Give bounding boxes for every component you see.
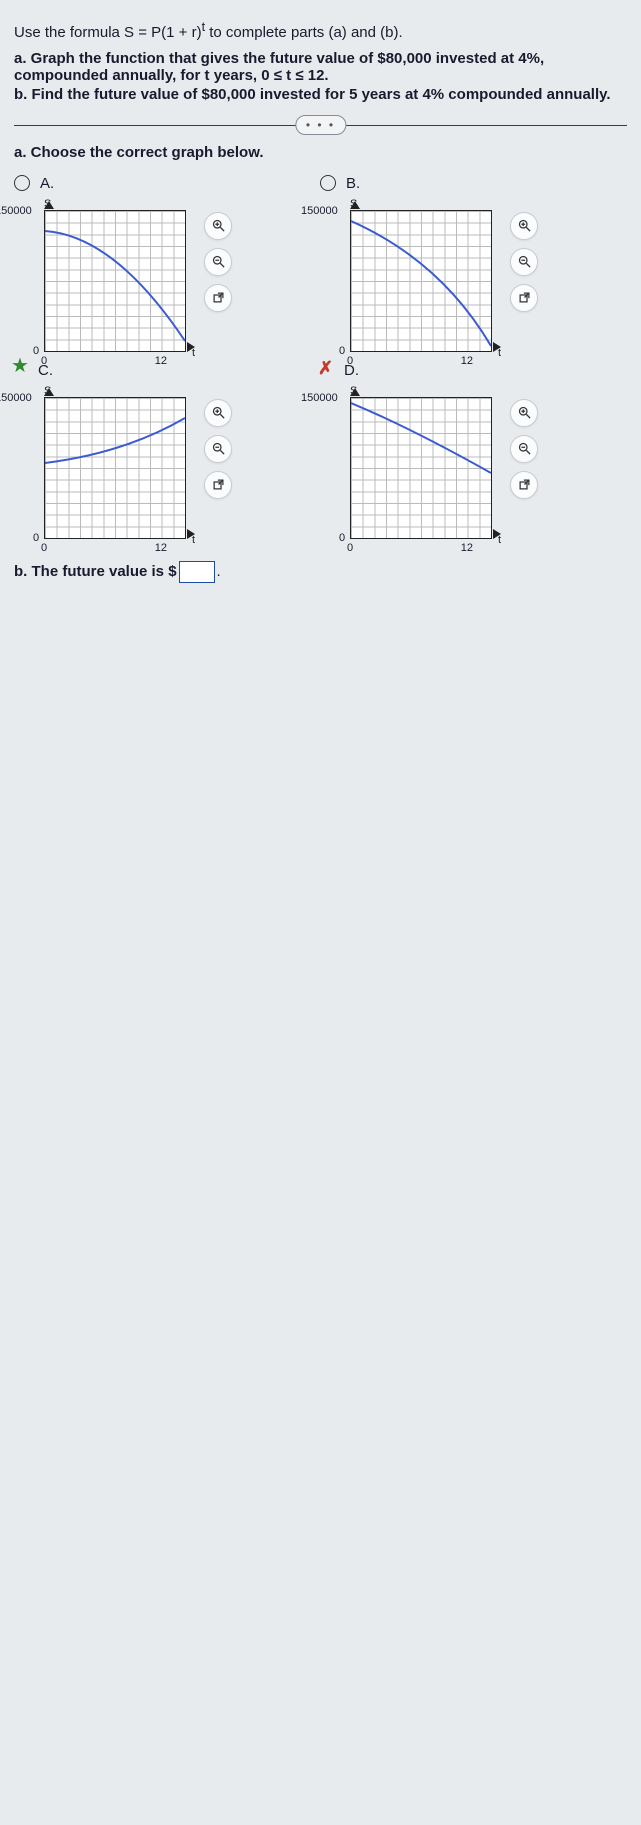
part-b-suffix: . [217, 563, 221, 580]
popout-icon[interactable] [204, 471, 232, 499]
graph-A: 150000 0 0 12 t [44, 210, 186, 352]
answer-input[interactable] [179, 561, 215, 583]
label-A: A. [40, 175, 54, 192]
y-label-B: S [350, 198, 500, 210]
section-b: b. The future value is $. [14, 561, 627, 583]
mark-correct-icon: ★ [14, 363, 28, 377]
popout-icon[interactable] [510, 471, 538, 499]
y-label-C: S [44, 385, 194, 397]
divider: • • • [14, 125, 627, 126]
y-label-D: S [350, 385, 500, 397]
choice-A[interactable]: A. S 150000 0 0 12 t [14, 175, 294, 352]
choices: A. S 150000 0 0 12 t [14, 175, 627, 539]
graph-B: 150000 0 0 12 t [350, 210, 492, 352]
part-a-text: a. Graph the function that gives the fut… [14, 50, 627, 84]
zoom-in-icon[interactable] [204, 212, 232, 240]
part-b-prefix: b. The future value is $ [14, 563, 177, 580]
zoom-in-icon[interactable] [204, 399, 232, 427]
stem-suffix: to complete parts (a) and (b). [205, 24, 403, 41]
popout-icon[interactable] [510, 284, 538, 312]
mark-incorrect-icon: ✗ [320, 363, 334, 377]
label-B: B. [346, 175, 360, 192]
popout-icon[interactable] [204, 284, 232, 312]
tools-C [204, 399, 232, 499]
zoom-out-icon[interactable] [204, 435, 232, 463]
tools-D [510, 399, 538, 499]
zoom-in-icon[interactable] [510, 399, 538, 427]
question-page: Use the formula S = P(1 + r)t to complet… [0, 0, 641, 1825]
zoom-in-icon[interactable] [510, 212, 538, 240]
choice-B[interactable]: B. S 150000 0 0 12 t [320, 175, 600, 352]
choice-D[interactable]: ✗ D. S 150000 0 0 12 t [320, 362, 600, 539]
formula: S = P(1 + r) [124, 24, 202, 41]
zoom-out-icon[interactable] [204, 248, 232, 276]
zoom-out-icon[interactable] [510, 435, 538, 463]
part-b-text: b. Find the future value of $80,000 inve… [14, 86, 627, 103]
expand-pill[interactable]: • • • [295, 115, 346, 135]
tools-A [204, 212, 232, 312]
graph-D: 150000 0 0 12 t [350, 397, 492, 539]
radio-B[interactable] [320, 175, 336, 191]
stem: Use the formula S = P(1 + r)t to complet… [14, 18, 627, 44]
stem-prefix: Use the formula [14, 24, 124, 41]
y-label-A: S [44, 198, 194, 210]
choice-C[interactable]: ★ C. S 150000 0 0 12 t [14, 362, 294, 539]
zoom-out-icon[interactable] [510, 248, 538, 276]
radio-A[interactable] [14, 175, 30, 191]
tools-B [510, 212, 538, 312]
section-a-prompt: a. Choose the correct graph below. [14, 144, 627, 161]
graph-C: 150000 0 0 12 t [44, 397, 186, 539]
